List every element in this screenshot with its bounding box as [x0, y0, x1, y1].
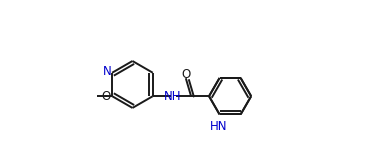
Text: O: O	[101, 90, 111, 103]
Text: NH: NH	[164, 90, 182, 103]
Text: HN: HN	[210, 120, 227, 133]
Text: O: O	[182, 68, 191, 81]
Text: N: N	[103, 65, 112, 78]
